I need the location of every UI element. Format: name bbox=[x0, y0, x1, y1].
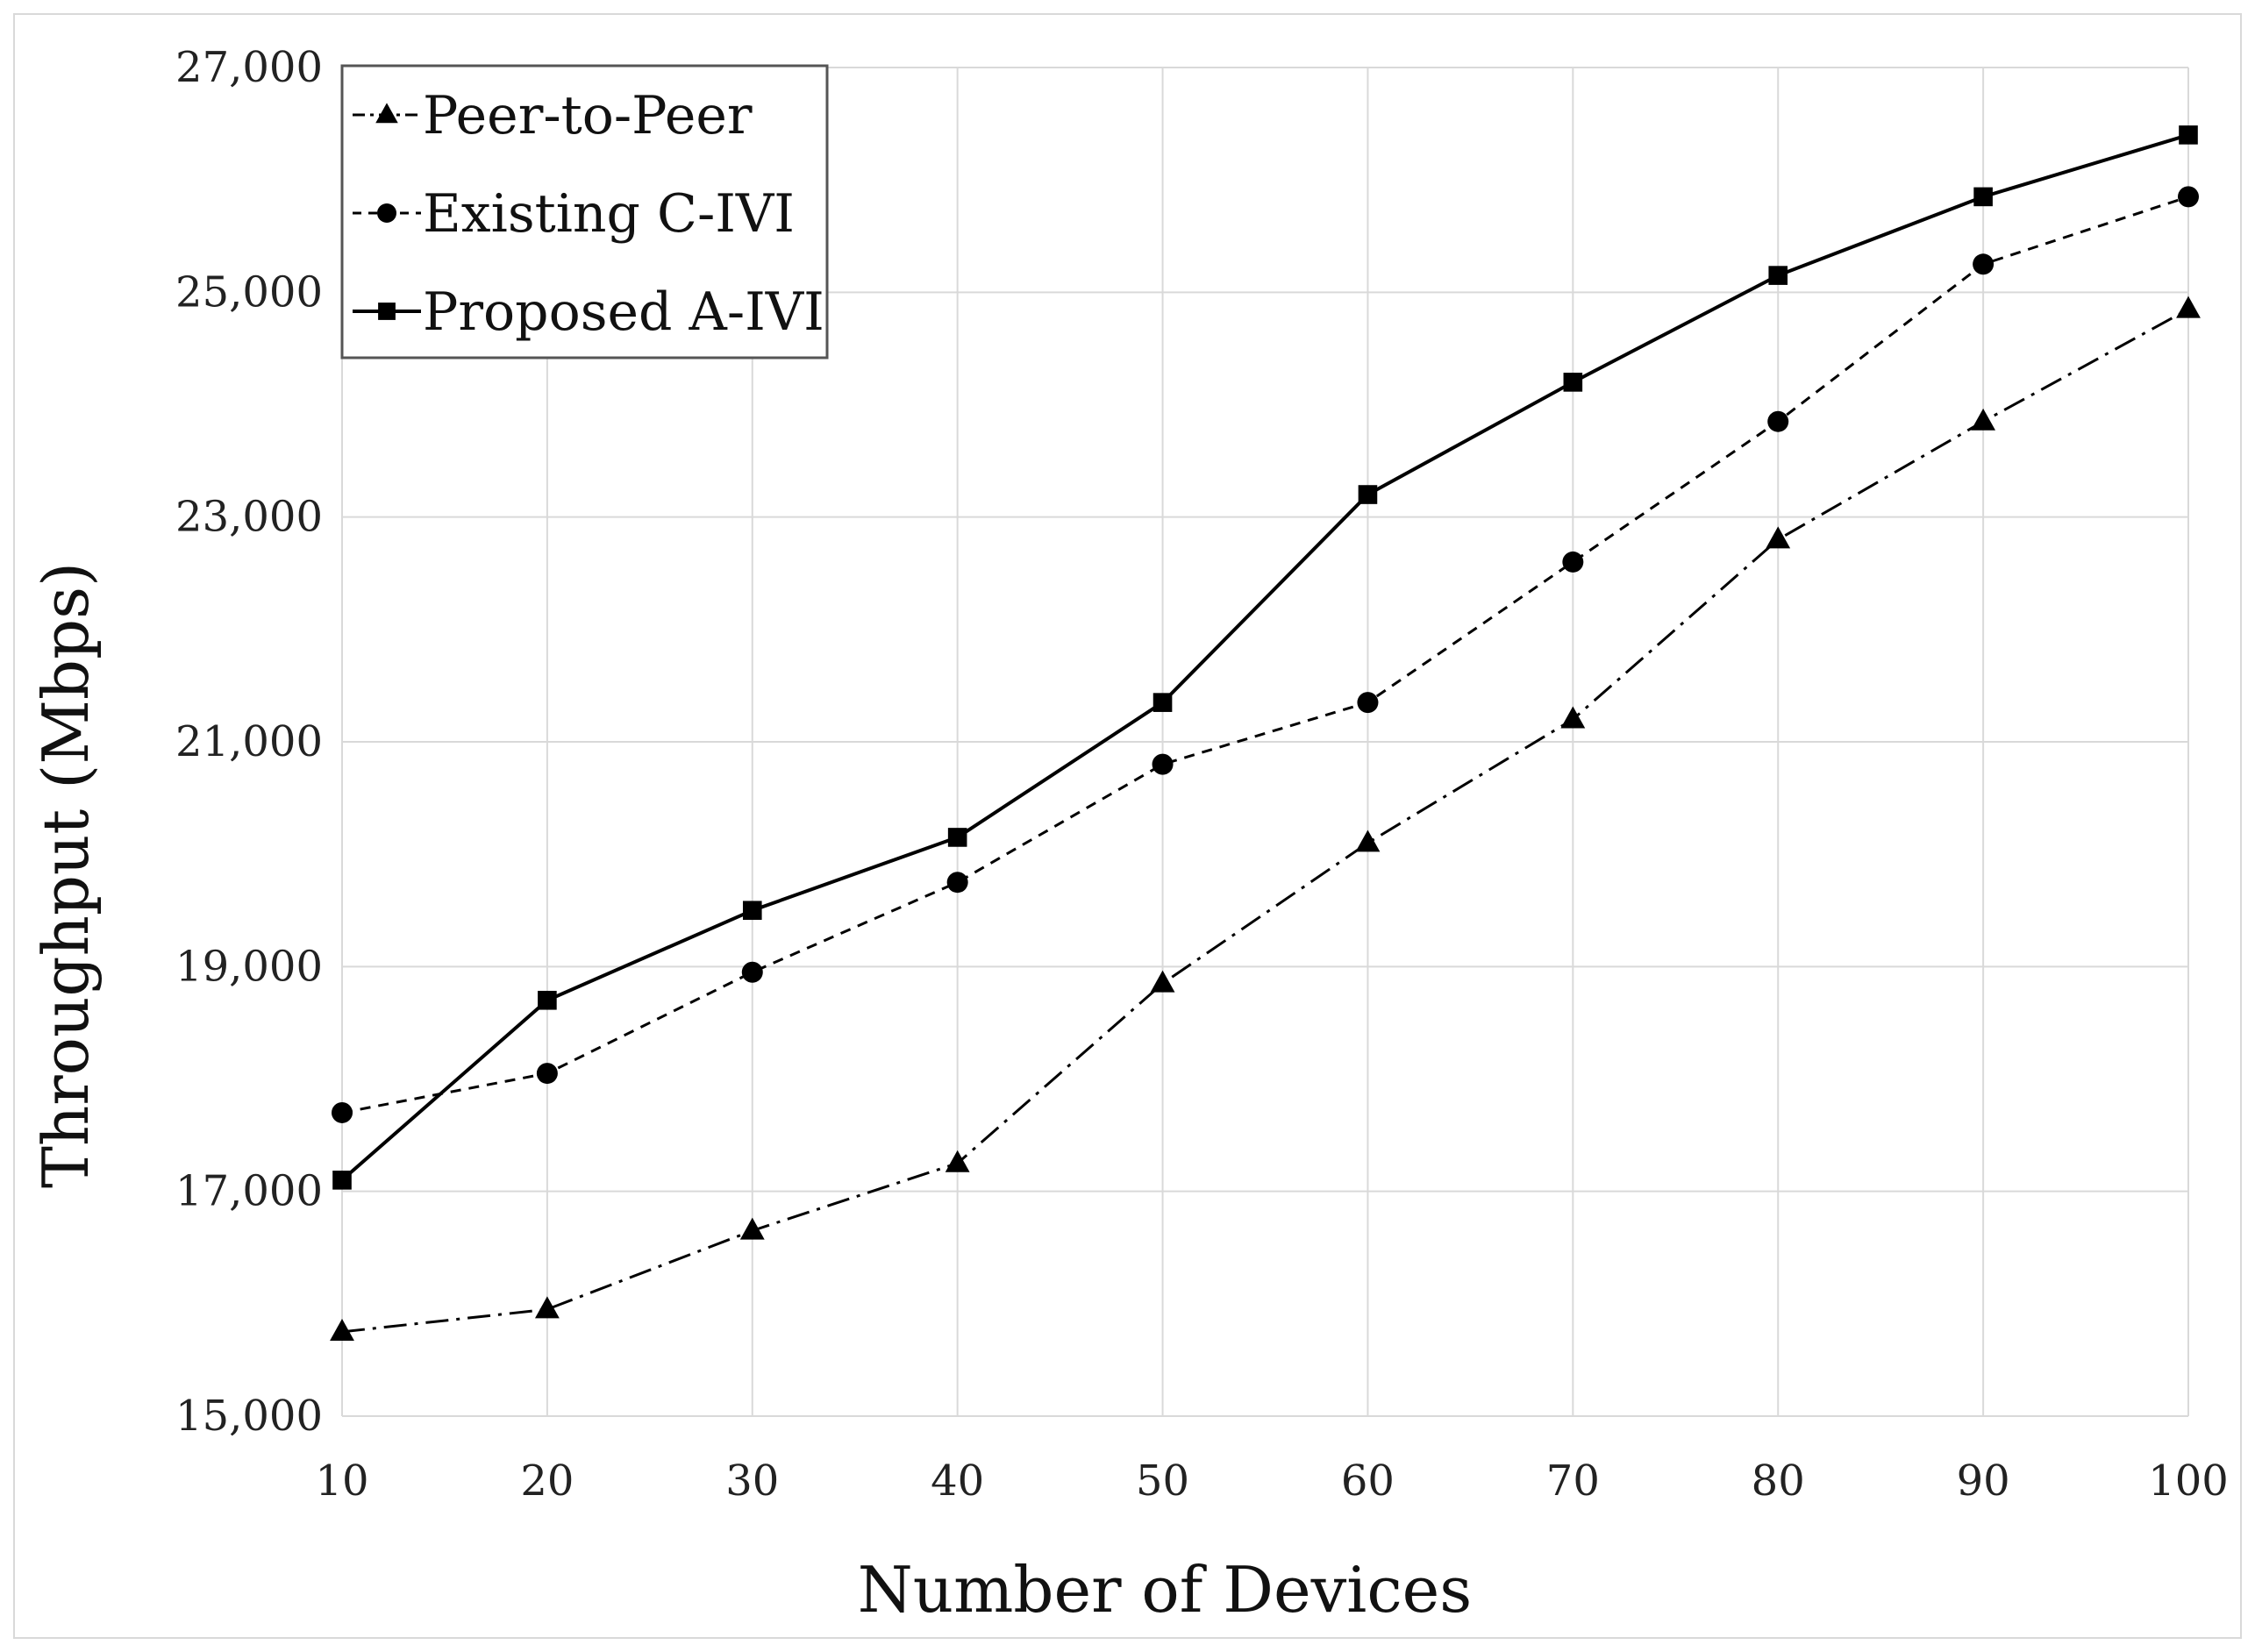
data-point-proposed-a-ivi bbox=[947, 828, 967, 847]
y-tick-label: 21,000 bbox=[175, 717, 323, 766]
legend-label: Existing C-IVI bbox=[423, 183, 795, 245]
data-point-proposed-a-ivi bbox=[538, 990, 557, 1010]
data-point-peer-to-peer bbox=[739, 1217, 765, 1240]
series-line-peer-to-peer bbox=[341, 308, 2189, 1334]
data-point-existing-c-ivi bbox=[946, 872, 968, 894]
data-point-peer-to-peer bbox=[1971, 408, 1996, 431]
data-point-proposed-a-ivi bbox=[1152, 693, 1173, 712]
y-tick-label: 27,000 bbox=[175, 43, 323, 92]
data-point-peer-to-peer bbox=[1766, 526, 1791, 549]
y-tick-label: 19,000 bbox=[175, 942, 323, 991]
data-point-proposed-a-ivi bbox=[1973, 187, 1993, 207]
x-tick-label: 70 bbox=[1546, 1456, 1600, 1506]
data-point-peer-to-peer bbox=[1560, 706, 1586, 729]
data-point-existing-c-ivi bbox=[536, 1063, 558, 1085]
data-point-existing-c-ivi bbox=[1973, 253, 1995, 275]
data-point-proposed-a-ivi bbox=[1768, 266, 1788, 285]
data-point-proposed-a-ivi bbox=[1563, 373, 1583, 392]
legend-marker-square bbox=[378, 303, 396, 320]
data-point-peer-to-peer bbox=[330, 1318, 354, 1341]
data-point-proposed-a-ivi bbox=[1358, 485, 1378, 504]
legend-label: Proposed A-IVI bbox=[423, 281, 824, 343]
data-point-proposed-a-ivi bbox=[2179, 125, 2198, 145]
x-tick-label: 40 bbox=[931, 1456, 984, 1506]
legend-label: Peer-to-Peer bbox=[423, 85, 753, 146]
x-tick-label: 10 bbox=[315, 1456, 368, 1506]
legend-marker-triangle bbox=[375, 103, 398, 124]
data-point-peer-to-peer bbox=[945, 1150, 970, 1172]
series-line-existing-c-ivi bbox=[341, 195, 2189, 1114]
legend-box bbox=[340, 64, 829, 360]
legend-item-peer-to-peer: Peer-to-Peer bbox=[353, 85, 753, 146]
series-existing-c-ivi bbox=[332, 186, 2199, 1123]
series-layer bbox=[330, 125, 2201, 1341]
data-point-existing-c-ivi bbox=[332, 1101, 353, 1123]
x-tick-label: 20 bbox=[520, 1456, 574, 1506]
y-tick-label: 17,000 bbox=[175, 1167, 323, 1216]
legend-item-existing-c-ivi: Existing C-IVI bbox=[353, 183, 795, 245]
series-peer-to-peer bbox=[330, 296, 2201, 1341]
x-tick-label: 90 bbox=[1957, 1456, 2010, 1506]
x-tick-label: 30 bbox=[725, 1456, 779, 1506]
data-point-existing-c-ivi bbox=[2178, 186, 2199, 208]
data-point-peer-to-peer bbox=[1150, 970, 1175, 993]
data-point-existing-c-ivi bbox=[1152, 753, 1174, 775]
x-tick-label: 60 bbox=[1341, 1456, 1395, 1506]
y-tick-label: 23,000 bbox=[175, 493, 323, 542]
data-point-peer-to-peer bbox=[2176, 296, 2201, 318]
x-tick-label: 100 bbox=[2148, 1456, 2229, 1506]
data-point-existing-c-ivi bbox=[1562, 551, 1584, 573]
series-line-proposed-a-ivi bbox=[340, 132, 2189, 1182]
data-point-peer-to-peer bbox=[534, 1296, 560, 1319]
x-tick-label: 80 bbox=[1752, 1456, 1805, 1506]
data-point-proposed-a-ivi bbox=[332, 1171, 352, 1190]
legend-marker-circle bbox=[377, 203, 396, 223]
x-tick-label: 50 bbox=[1136, 1456, 1189, 1506]
y-tick-label: 15,000 bbox=[175, 1392, 323, 1441]
data-point-existing-c-ivi bbox=[741, 961, 763, 983]
legend: Peer-to-Peer Existing C-IVI Proposed A-IVI bbox=[340, 64, 829, 360]
data-point-existing-c-ivi bbox=[1767, 410, 1789, 432]
axis-layer: 15,000 17,000 19,000 21,000 23,000 25,000 27,0… bbox=[175, 43, 2229, 1506]
legend-item-proposed-a-ivi: Proposed A-IVI bbox=[353, 281, 824, 343]
y-tick-label: 25,000 bbox=[175, 267, 323, 317]
data-point-peer-to-peer bbox=[1355, 830, 1381, 852]
x-axis-title: Number of Devices bbox=[858, 1553, 1472, 1627]
data-point-existing-c-ivi bbox=[1357, 692, 1379, 714]
series-proposed-a-ivi bbox=[332, 125, 2198, 1190]
data-point-proposed-a-ivi bbox=[742, 901, 762, 921]
y-axis-title: Throughput (Mbps) bbox=[29, 562, 103, 1188]
